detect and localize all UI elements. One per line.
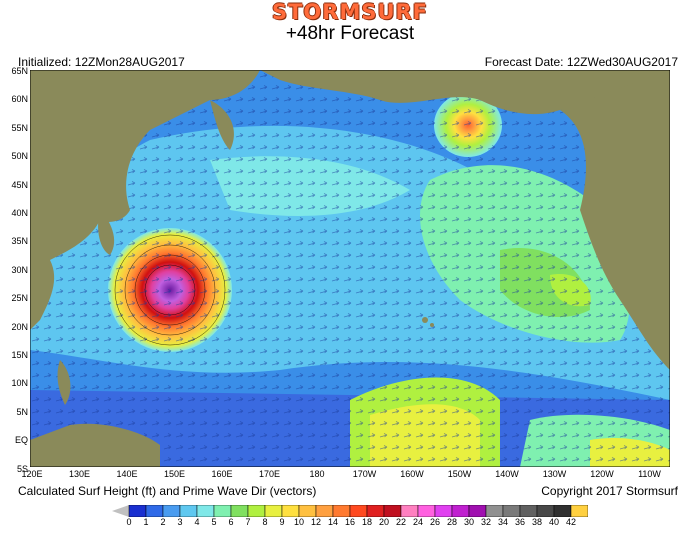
initialized-label: Initialized: 12ZMon28AUG2017	[18, 55, 185, 69]
scale-swatch	[434, 505, 453, 517]
color-scale	[112, 505, 588, 517]
hawaii-islands	[422, 317, 428, 323]
scale-swatch	[162, 505, 181, 517]
lat-label: 40N	[11, 208, 28, 218]
scale-swatch	[264, 505, 283, 517]
scale-swatch	[196, 505, 215, 517]
scale-label: 40	[548, 517, 559, 527]
lat-label: 10N	[11, 378, 28, 389]
scale-swatch	[451, 505, 470, 517]
scale-label: 9	[279, 517, 285, 527]
lon-label: 140E	[116, 469, 138, 479]
lon-label: 160W	[400, 469, 424, 479]
scale-swatch	[315, 505, 334, 517]
scale-label: 18	[361, 517, 372, 527]
lat-label: 55N	[11, 122, 28, 133]
scale-min-arrow	[112, 505, 129, 517]
scale-label: 34	[497, 517, 508, 527]
scale-swatch	[519, 505, 538, 517]
japan-landmass	[98, 210, 115, 255]
asia-landmass	[30, 70, 260, 260]
scale-label: 1	[143, 517, 149, 527]
scale-swatch	[332, 505, 351, 517]
stormsurf-logo: STORMSURF	[271, 0, 429, 24]
lat-label: 5N	[16, 406, 28, 417]
scale-swatch	[247, 505, 266, 517]
scale-label: 14	[327, 517, 338, 527]
scale-label: 38	[531, 517, 542, 527]
scale-swatch	[570, 505, 588, 517]
scale-swatch	[400, 505, 419, 517]
lat-label: 65N	[11, 66, 28, 76]
lon-label: 150E	[163, 469, 186, 479]
scale-label: 5	[211, 517, 217, 527]
scale-swatch	[128, 505, 147, 517]
lon-label: 120W	[590, 469, 614, 479]
forecast-date-label: Forecast Date: 12ZWed30AUG2017	[484, 55, 678, 69]
lon-label: 120E	[21, 469, 43, 479]
scale-label: 30	[463, 517, 474, 527]
forecast-title: +48hr Forecast	[285, 23, 415, 44]
lat-label: 60N	[11, 94, 28, 105]
scale-label: 32	[480, 517, 491, 527]
scale-label: 20	[378, 517, 389, 527]
scale-swatch	[383, 505, 402, 517]
lat-label: 20N	[11, 321, 28, 332]
lat-label: 15N	[11, 350, 28, 360]
scale-label: 24	[412, 517, 423, 527]
new-guinea-landmass	[30, 423, 160, 467]
lat-label: 45N	[11, 179, 28, 190]
alaska-landmass	[260, 70, 670, 115]
lon-label: 170W	[352, 469, 377, 479]
lon-label: 160E	[211, 469, 233, 479]
scale-swatch	[468, 505, 487, 517]
lon-label: 180	[309, 469, 325, 479]
scale-swatch	[230, 505, 249, 517]
lat-label: 5S	[16, 463, 28, 474]
lon-label: 140W	[495, 469, 519, 479]
scale-label: 12	[310, 517, 321, 527]
north-america-landmass	[560, 70, 670, 370]
scale-swatch	[417, 505, 436, 517]
lon-label: 130W	[542, 469, 567, 479]
scale-label: 22	[395, 517, 406, 527]
philippines-landmass	[57, 360, 71, 405]
scale-label: 26	[429, 517, 440, 527]
scale-label: 16	[344, 517, 355, 527]
lat-label: 35N	[11, 236, 28, 247]
scale-label: 10	[293, 517, 304, 527]
scale-swatch	[536, 505, 555, 517]
scale-label: 0	[126, 517, 132, 527]
scale-label: 28	[446, 517, 457, 527]
scale-swatch	[349, 505, 368, 517]
lon-label: 170E	[258, 469, 281, 479]
scale-swatch	[145, 505, 164, 517]
scale-swatch	[553, 505, 572, 517]
scale-label: 6	[228, 517, 234, 527]
scale-swatch	[366, 505, 385, 517]
scale-label: 7	[245, 517, 251, 527]
lon-label: 150W	[447, 469, 472, 479]
scale-label: 4	[194, 517, 200, 527]
scale-label: 42	[565, 517, 576, 527]
scale-swatch	[502, 505, 521, 517]
map-caption: Calculated Surf Height (ft) and Prime Wa…	[18, 484, 317, 498]
scale-swatch	[281, 505, 300, 517]
scale-label: 36	[514, 517, 525, 527]
lat-label: 25N	[11, 293, 28, 304]
copyright-label: Copyright 2017 Stormsurf	[541, 484, 678, 498]
scale-swatch	[485, 505, 504, 517]
scale-swatch	[298, 505, 317, 517]
lat-label: 50N	[11, 151, 28, 162]
scale-label: 3	[177, 517, 183, 527]
lon-label: 130E	[68, 469, 91, 479]
scale-swatch	[213, 505, 232, 517]
scale-label: 8	[262, 517, 268, 527]
scale-swatch	[179, 505, 198, 517]
surf-height-map	[30, 70, 670, 467]
lon-label: 110W	[638, 469, 661, 479]
lat-label: EQ	[14, 435, 28, 446]
lat-label: 30N	[11, 264, 28, 275]
scale-label: 2	[160, 517, 166, 527]
